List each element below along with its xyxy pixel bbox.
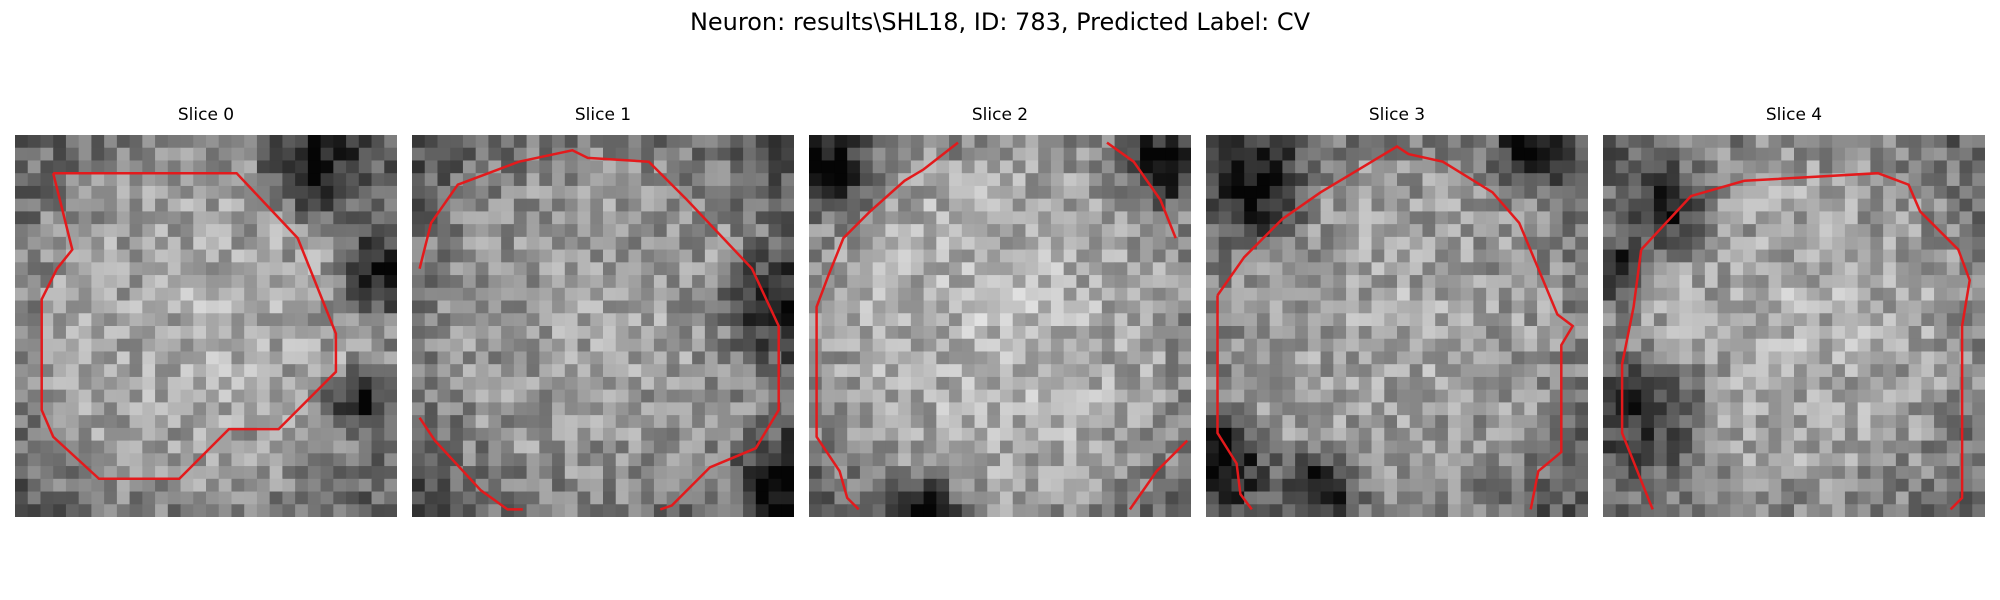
panel-title: Slice 1 (574, 105, 632, 125)
slice-image (412, 135, 794, 517)
slice-image (1206, 135, 1588, 517)
roi-contour (1620, 249, 1654, 510)
roi-contour (40, 171, 338, 481)
slice-image (15, 135, 397, 517)
figure-title: Neuron: results\SHL18, ID: 783, Predicte… (689, 8, 1311, 36)
roi-contour (1106, 141, 1177, 239)
panel-title: Slice 4 (1765, 105, 1823, 125)
slice-image (809, 135, 1191, 517)
roi-contour (1216, 295, 1253, 511)
slice-image (1603, 135, 1985, 517)
roi-contour (1216, 145, 1575, 510)
panel-title: Slice 2 (971, 105, 1029, 125)
roi-contour (815, 141, 959, 511)
panel-title: Slice 3 (1368, 105, 1426, 125)
panel-title: Slice 0 (177, 105, 235, 125)
roi-contour (1640, 171, 1971, 511)
roi-contour (418, 148, 780, 511)
roi-contour (418, 417, 523, 511)
roi-contour (1128, 439, 1189, 511)
